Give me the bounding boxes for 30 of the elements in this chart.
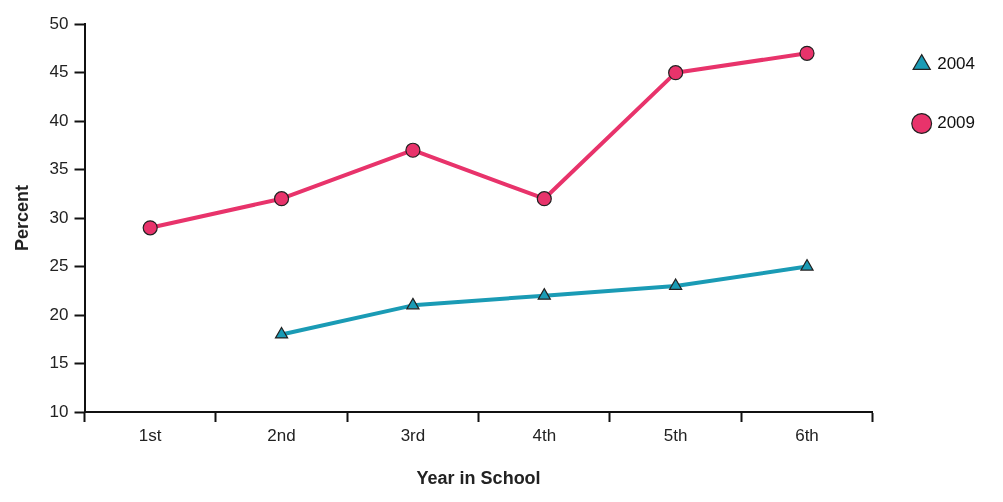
- point: [668, 278, 683, 291]
- x-tick-label: 1st: [138, 425, 162, 445]
- y-axis-title: Percent: [11, 185, 32, 252]
- point: [668, 65, 684, 81]
- point: [799, 45, 815, 61]
- y-tick-label: 45: [49, 62, 69, 82]
- point: [406, 297, 420, 310]
- x-tick-label: 4th: [532, 425, 557, 445]
- point: [405, 142, 421, 158]
- legend-label: 2009: [937, 113, 976, 133]
- x-axis-title: Year in School: [416, 468, 541, 489]
- point: [142, 220, 158, 236]
- point: [536, 191, 552, 207]
- y-tick-label: 25: [49, 256, 69, 276]
- point: [273, 191, 290, 207]
- y-tick-label: 35: [49, 159, 69, 179]
- y-tick-label: 40: [49, 110, 69, 130]
- y-tick-label: 10: [49, 401, 69, 421]
- point: [274, 326, 289, 339]
- x-tick-label: 6th: [795, 425, 819, 445]
- y-tick-label: 50: [49, 13, 69, 33]
- y-tick-label: 30: [49, 207, 69, 227]
- point: [800, 258, 814, 271]
- x-tick-label: 2nd: [267, 425, 296, 445]
- y-tick-label: 20: [49, 304, 69, 324]
- legend-label: 2004: [937, 54, 976, 74]
- x-tick-label: 5th: [663, 425, 688, 445]
- y-tick-label: 15: [49, 353, 69, 373]
- x-tick-label: 3rd: [400, 425, 426, 445]
- point: [537, 288, 551, 300]
